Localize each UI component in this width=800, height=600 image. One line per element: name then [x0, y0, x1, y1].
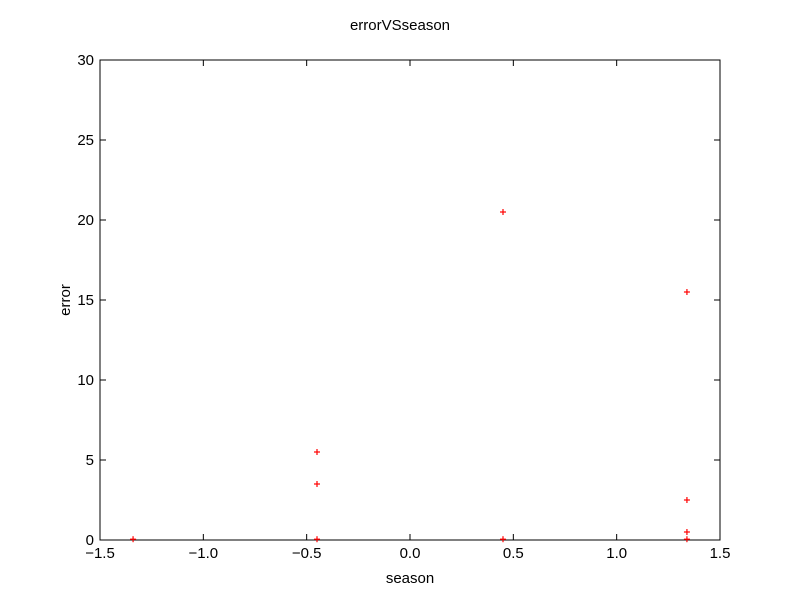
y-tick-label: 15: [77, 292, 94, 309]
data-point: [314, 536, 320, 543]
x-tick-label: 0.5: [503, 545, 524, 562]
y-tick-label: 20: [77, 212, 94, 229]
data-point: [683, 529, 690, 535]
y-tick-label: 25: [77, 132, 94, 149]
x-axis: −1.5 −1.0 −0.5 0.0 0.5 1.0 1.5: [85, 60, 730, 562]
data-point: [314, 449, 320, 455]
y-tick-label: 0: [86, 532, 94, 549]
data-point: [500, 209, 506, 215]
y-tick-label: 10: [77, 372, 94, 389]
x-tick-label: −1.0: [189, 545, 219, 562]
x-axis-label: season: [386, 570, 434, 587]
data-points: [130, 209, 690, 543]
data-point: [130, 536, 137, 543]
data-point: [500, 536, 506, 543]
y-axis-label: error: [57, 284, 74, 316]
x-tick-label: −1.5: [85, 545, 115, 562]
y-tick-label: 30: [77, 52, 94, 69]
data-point: [314, 481, 320, 487]
x-tick-label: 0.0: [400, 545, 421, 562]
y-tick-label: 5: [86, 452, 94, 469]
data-point: [683, 497, 690, 503]
x-tick-label: −0.5: [292, 545, 322, 562]
data-point: [683, 289, 690, 295]
chart-title: errorVSseason: [350, 17, 450, 34]
data-point: [683, 536, 690, 543]
x-tick-label: 1.5: [710, 545, 731, 562]
y-axis: 0 5 10 15 20 25 30: [77, 52, 720, 549]
x-tick-label: 1.0: [606, 545, 627, 562]
